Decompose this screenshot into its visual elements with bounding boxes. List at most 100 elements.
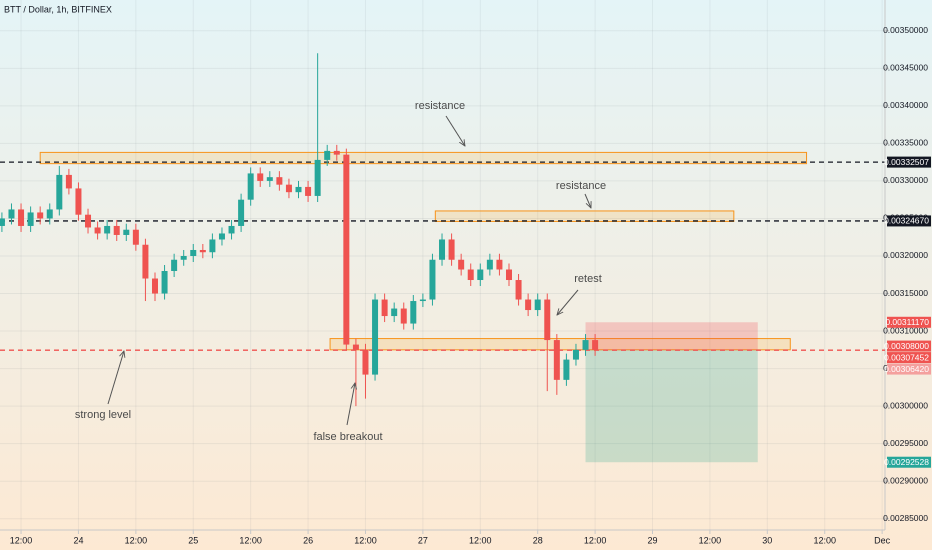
annotation: retest (574, 273, 602, 285)
price-label: 0.00308000 (884, 341, 929, 351)
x-tick-label: 12:00 (354, 535, 377, 545)
candle-body (266, 177, 273, 181)
candle-body (534, 299, 541, 311)
price-label-box (887, 340, 931, 352)
candle-body (372, 299, 379, 375)
candle-body (486, 259, 493, 270)
price-label: 0.00307452 (884, 352, 929, 362)
candle-body (305, 186, 312, 196)
x-tick-label: 12:00 (10, 535, 33, 545)
candle-body (582, 340, 589, 350)
candle-body (515, 280, 522, 300)
y-tick-label: 0.00350000 (883, 25, 928, 35)
price-label-box (887, 156, 931, 168)
x-tick-label: Dec (874, 535, 891, 545)
candle-body (333, 150, 340, 155)
candle-body (419, 299, 426, 302)
candle-body (247, 173, 254, 200)
chart-title: BTT / Dollar, 1h, BITFINEX (4, 4, 112, 14)
y-tick-label: 0.00330000 (883, 175, 928, 185)
y-tick-label: 0.00340000 (883, 100, 928, 110)
candle-body (563, 359, 570, 380)
annotation: false breakout (313, 431, 382, 443)
candle-body (104, 225, 111, 234)
candle-body (381, 299, 388, 317)
arrow (107, 351, 124, 405)
x-tick-label: 29 (648, 535, 658, 545)
y-tick-label: 0.00310000 (883, 325, 928, 335)
price-label-box (887, 352, 931, 364)
candle-body (218, 233, 225, 240)
annotation: resistance (415, 100, 465, 112)
candle-body (151, 278, 158, 294)
candle-body (295, 186, 302, 193)
candle-body (477, 269, 484, 281)
candle-body (343, 154, 350, 345)
candle-body (75, 188, 82, 215)
candle-body (458, 259, 465, 270)
price-label-box (887, 316, 931, 328)
x-tick-label: 28 (533, 535, 543, 545)
x-tick-label: 12:00 (813, 535, 836, 545)
x-tick-label: 27 (418, 535, 428, 545)
candle-body (180, 255, 187, 260)
annotation: strong level (75, 409, 131, 421)
price-label: 0.00292528 (884, 457, 929, 467)
candle-body (142, 244, 149, 279)
candle-body (132, 229, 139, 245)
x-tick-label: 24 (73, 535, 83, 545)
candle-body (391, 308, 398, 317)
x-tick-label: 25 (188, 535, 198, 545)
candle-body (362, 349, 369, 375)
price-label-box (887, 456, 931, 468)
candle-body (324, 150, 331, 160)
candle-body (467, 269, 474, 281)
x-tick-label: 12:00 (469, 535, 492, 545)
candle-body (439, 239, 446, 260)
price-label-box (887, 363, 931, 375)
candle-body (37, 212, 44, 219)
candle-body (65, 174, 72, 189)
price-label: 0.00332507 (884, 157, 929, 167)
candle-body (400, 308, 407, 324)
y-tick-label: 0.00290000 (883, 475, 928, 485)
candle-body (276, 177, 283, 185)
candle-body (8, 209, 15, 219)
y-tick-label: 0.00300000 (883, 400, 928, 410)
arrow (445, 115, 465, 146)
y-tick-label: 0.00345000 (883, 63, 928, 73)
candle-body (199, 249, 206, 253)
candle-body (525, 299, 532, 311)
target-area (585, 350, 758, 463)
candle-body (56, 174, 63, 210)
x-tick-label: 30 (762, 535, 772, 545)
candle-body (352, 344, 359, 350)
candle-body (85, 214, 92, 228)
candle-body (505, 269, 512, 281)
candle-body (496, 259, 503, 270)
y-tick-label: 0.00320000 (883, 250, 928, 260)
candle-body (228, 225, 235, 234)
price-label: 0.00311170 (885, 317, 929, 327)
x-tick-label: 12:00 (125, 535, 148, 545)
zone (434, 210, 735, 222)
candle-body (314, 159, 321, 196)
candle-body (209, 239, 216, 253)
candle-body (123, 229, 130, 235)
y-tick-label: 0.00335000 (883, 138, 928, 148)
price-label: 0.00306420 (884, 364, 929, 374)
candle-body (410, 301, 417, 324)
price-label-box (887, 215, 931, 227)
y-tick-label: 0.00295000 (883, 438, 928, 448)
y-tick-label: 0.00285000 (883, 513, 928, 523)
candle-body (257, 173, 264, 181)
price-label: 0.00324670 (884, 216, 929, 226)
x-tick-label: 12:00 (584, 535, 607, 545)
x-tick-label: 26 (303, 535, 313, 545)
candle-body (429, 259, 436, 300)
candle-body (238, 199, 245, 226)
candle-body (544, 299, 551, 341)
candle-body (27, 212, 34, 226)
annotation: resistance (556, 180, 606, 192)
